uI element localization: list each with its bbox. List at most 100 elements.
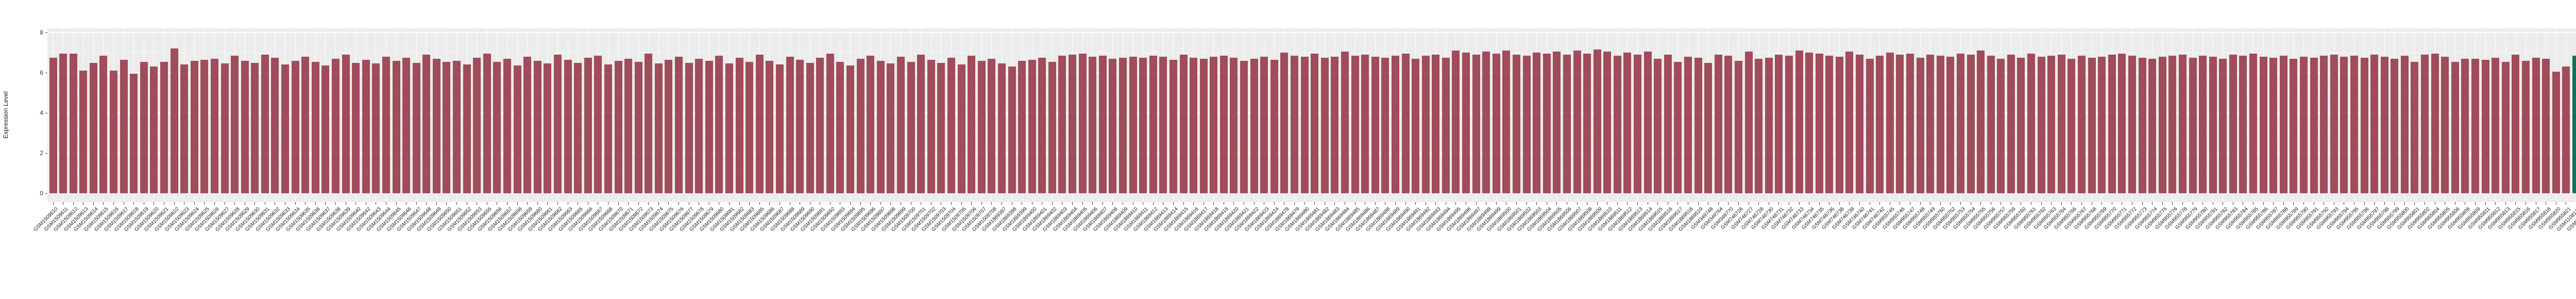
x-tick-mark xyxy=(2475,202,2476,205)
x-tick-mark xyxy=(1173,202,1174,205)
bar xyxy=(1734,60,1742,193)
bar xyxy=(1219,55,1228,193)
bar xyxy=(150,67,158,193)
x-tick-mark xyxy=(1657,202,1658,205)
bar xyxy=(352,62,360,193)
bar xyxy=(1069,54,1077,193)
bar xyxy=(876,60,885,193)
bar xyxy=(574,62,582,193)
bar xyxy=(332,58,340,193)
bar xyxy=(1573,51,1581,193)
bar xyxy=(695,58,703,193)
x-tick-mark xyxy=(2515,202,2516,205)
bar xyxy=(1926,54,1935,193)
x-tick-mark xyxy=(416,202,417,205)
bar xyxy=(1684,56,1692,193)
x-tick-mark xyxy=(1556,202,1557,205)
bar xyxy=(806,62,814,193)
bar xyxy=(1432,54,1440,193)
bar xyxy=(2108,54,2116,193)
bar xyxy=(2350,55,2358,193)
bar xyxy=(1936,55,1944,193)
bar xyxy=(826,53,834,193)
bar xyxy=(1522,55,1531,193)
bar xyxy=(160,61,168,193)
bar xyxy=(1634,54,1642,193)
x-tick-mark xyxy=(1597,202,1598,205)
x-tick-mark xyxy=(517,202,518,205)
x-tick-mark xyxy=(295,202,296,205)
bar xyxy=(2168,55,2177,193)
bar xyxy=(2017,57,2025,193)
bar xyxy=(1442,57,1450,193)
bar xyxy=(594,55,602,193)
bar xyxy=(1250,58,1258,193)
bar xyxy=(2542,58,2550,193)
bar xyxy=(1391,55,1399,193)
bar xyxy=(1331,56,1339,193)
bar xyxy=(533,60,541,193)
bar xyxy=(2037,56,2045,193)
bar xyxy=(1058,55,1066,193)
bar xyxy=(311,61,319,193)
x-tick-mark xyxy=(2152,202,2153,205)
x-tick-mark xyxy=(1294,202,1295,205)
bar xyxy=(755,54,764,193)
bar xyxy=(362,59,370,193)
bar xyxy=(1361,54,1369,193)
bar xyxy=(1159,56,1167,193)
bar xyxy=(79,71,88,193)
bar xyxy=(2532,57,2540,193)
bar xyxy=(2471,58,2480,193)
bar xyxy=(1896,54,1904,193)
bar xyxy=(2330,54,2338,193)
bar xyxy=(1472,54,1480,193)
bar xyxy=(180,64,189,193)
x-tick-mark xyxy=(426,202,427,205)
bar xyxy=(1139,57,1147,193)
bar xyxy=(1482,52,1490,193)
x-tick-mark xyxy=(2162,202,2163,205)
x-tick-mark xyxy=(1516,202,1517,205)
bar xyxy=(1311,53,1319,193)
bar xyxy=(190,60,198,193)
bar xyxy=(665,59,673,193)
bar xyxy=(1533,53,1541,193)
bar xyxy=(1098,55,1107,193)
bar xyxy=(1563,54,1571,193)
bar xyxy=(1825,55,1834,193)
bar xyxy=(463,64,471,193)
bar xyxy=(1028,59,1036,193)
x-tick-mark xyxy=(1304,202,1305,205)
x-tick-mark xyxy=(1819,202,1820,205)
bar xyxy=(968,55,976,193)
x-tick-mark xyxy=(315,202,316,205)
bar xyxy=(957,64,965,193)
x-tick-mark xyxy=(1839,202,1840,205)
bar xyxy=(1876,55,1884,193)
bar xyxy=(2189,57,2197,193)
bar xyxy=(2269,57,2278,193)
x-tick-mark xyxy=(214,202,215,205)
x-tick-mark xyxy=(93,202,94,205)
bar xyxy=(140,61,148,193)
bar xyxy=(907,61,915,193)
bar xyxy=(2290,58,2298,193)
bar xyxy=(1008,67,1016,193)
x-tick-mark xyxy=(2263,202,2264,205)
bar xyxy=(1906,53,1914,193)
bar xyxy=(2441,56,2449,193)
bar xyxy=(2229,54,2237,193)
bar xyxy=(1371,56,1379,193)
x-tick-mark xyxy=(1677,202,1679,205)
bar xyxy=(1785,55,1793,193)
bar xyxy=(745,61,754,193)
bar xyxy=(1270,59,1278,193)
bar xyxy=(1078,53,1087,193)
bar xyxy=(2138,57,2146,193)
bar xyxy=(614,60,622,193)
bar xyxy=(1805,53,1814,193)
bar xyxy=(2178,54,2187,193)
bar xyxy=(372,63,380,193)
bar xyxy=(2199,55,2207,193)
